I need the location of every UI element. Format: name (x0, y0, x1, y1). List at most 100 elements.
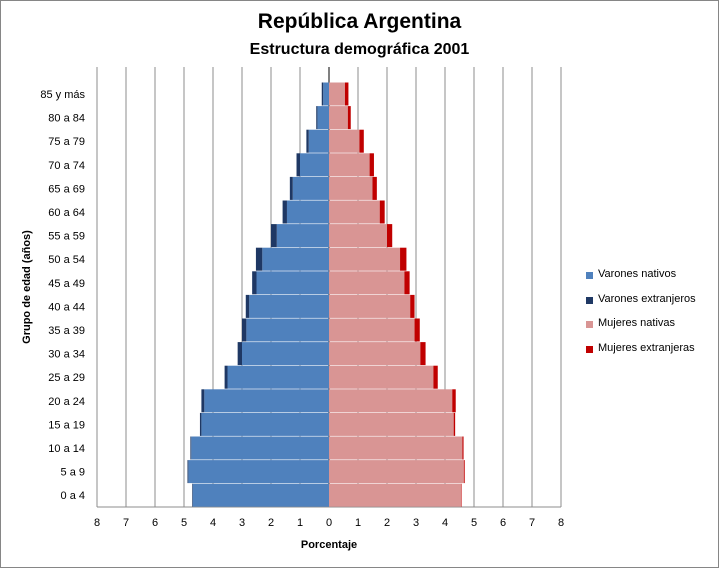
legend-item: Mujeres extranjeras (586, 342, 696, 367)
y-axis-title: Grupo de edad (años) (21, 230, 33, 344)
legend-label: Mujeres nativas (598, 317, 676, 329)
bar-varones-extranjeros (296, 153, 300, 177)
bar-varones-extranjeros (192, 483, 193, 507)
x-tick-label: 0 (326, 517, 332, 529)
x-tick-label: 4 (442, 517, 448, 529)
bar-mujeres-nativas (329, 129, 360, 153)
y-tick-label: 30 a 34 (48, 349, 85, 361)
bar-varones-nativos (300, 153, 329, 177)
bar-varones-extranjeros (306, 129, 309, 153)
bar-mujeres-extranjeras (347, 106, 351, 130)
bar-varones-extranjeros (282, 200, 287, 224)
bar-mujeres-nativas (329, 271, 405, 295)
y-tick-label: 75 a 79 (48, 136, 85, 148)
bar-mujeres-nativas (329, 389, 453, 413)
legend: Varones nativos Varones extranjeros Mujere… (586, 268, 696, 366)
legend-label: Varones nativos (598, 268, 677, 280)
bar-mujeres-extranjeras (410, 294, 415, 318)
bar-varones-nativos (262, 247, 329, 271)
x-tick-label: 7 (123, 517, 129, 529)
x-tick-label: 7 (529, 517, 535, 529)
chart-subtitle: Estructura demográfica 2001 (249, 41, 470, 58)
y-tick-label: 15 a 19 (48, 419, 85, 431)
bar-mujeres-extranjeras (414, 318, 420, 342)
y-tick-label: 35 a 39 (48, 325, 85, 337)
bar-varones-nativos (192, 483, 329, 507)
bar-mujeres-extranjeras (400, 247, 407, 271)
x-tick-label: 3 (239, 517, 245, 529)
x-tick-label: 2 (384, 517, 390, 529)
y-tick-label: 50 a 54 (48, 254, 85, 266)
bar-mujeres-nativas (329, 460, 464, 484)
bar-mujeres-extranjeras (420, 342, 426, 366)
x-tick-label: 4 (210, 517, 216, 529)
legend-item: Mujeres nativas (586, 317, 696, 342)
bar-mujeres-nativas (329, 153, 370, 177)
bar-mujeres-extranjeras (463, 460, 465, 484)
bar-varones-nativos (317, 106, 329, 130)
bar-varones-nativos (292, 176, 329, 200)
bar-varones-extranjeros (237, 342, 242, 366)
legend-swatch (586, 272, 593, 279)
y-tick-label: 55 a 59 (48, 231, 85, 243)
bar-mujeres-extranjeras (460, 483, 462, 507)
bar-varones-extranjeros (201, 389, 205, 413)
bar-mujeres-nativas (329, 106, 348, 130)
bar-mujeres-nativas (329, 247, 401, 271)
bar-varones-nativos (276, 224, 329, 248)
bar-mujeres-nativas (329, 82, 345, 106)
legend-item: Varones extranjeros (586, 293, 696, 318)
bar-mujeres-nativas (329, 412, 454, 436)
bar-mujeres-nativas (329, 318, 415, 342)
y-tick-label: 45 a 49 (48, 278, 85, 290)
y-tick-label: 25 a 29 (48, 372, 85, 384)
bar-mujeres-nativas (329, 200, 380, 224)
bar-varones-nativos (256, 271, 329, 295)
bar-mujeres-extranjeras (372, 176, 377, 200)
y-tick-label: 0 a 4 (61, 490, 85, 502)
x-tick-label: 1 (355, 517, 361, 529)
bar-varones-extranjeros (245, 294, 250, 318)
x-tick-label: 6 (500, 517, 506, 529)
bar-mujeres-nativas (329, 176, 373, 200)
bar-varones-nativos (188, 460, 329, 484)
bar-varones-extranjeros (252, 271, 257, 295)
bar-varones-extranjeros (321, 82, 324, 106)
y-tick-label: 40 a 44 (48, 301, 85, 313)
bar-varones-extranjeros (187, 460, 189, 484)
legend-swatch (586, 296, 593, 304)
bar-mujeres-extranjeras (344, 82, 349, 106)
bar-mujeres-extranjeras (379, 200, 385, 224)
y-tick-label: 60 a 64 (48, 207, 85, 219)
y-tick-label: 10 a 14 (48, 443, 85, 455)
y-tick-label: 5 a 9 (61, 467, 85, 479)
bar-varones-extranjeros (242, 318, 247, 342)
x-tick-label: 2 (268, 517, 274, 529)
x-tick-label: 5 (181, 517, 187, 529)
bar-varones-nativos (323, 82, 329, 106)
bar-varones-extranjeros (255, 247, 263, 271)
x-tick-label: 8 (558, 517, 564, 529)
legend-swatch (586, 321, 593, 328)
bar-varones-extranjeros (224, 365, 228, 389)
bar-varones-nativos (249, 294, 329, 318)
y-tick-label: 80 a 84 (48, 113, 85, 125)
bar-mujeres-nativas (329, 436, 463, 460)
x-tick-label: 5 (471, 517, 477, 529)
bar-mujeres-nativas (329, 483, 461, 507)
bar-mujeres-extranjeras (433, 365, 438, 389)
legend-label: Varones extranjeros (598, 292, 696, 305)
bar-varones-nativos (204, 389, 329, 413)
y-tick-label: 70 a 74 (48, 160, 85, 172)
x-axis-title: Porcentaje (301, 539, 357, 551)
chart-title: República Argentina (257, 10, 462, 33)
bar-varones-extranjeros (316, 106, 318, 130)
bar-varones-nativos (201, 412, 329, 436)
bar-mujeres-extranjeras (453, 412, 456, 436)
bar-mujeres-nativas (329, 294, 411, 318)
bar-varones-extranjeros (190, 436, 192, 460)
legend-item: Varones nativos (586, 268, 696, 293)
bar-varones-nativos (227, 365, 329, 389)
bar-mujeres-nativas (329, 365, 434, 389)
x-tick-label: 6 (152, 517, 158, 529)
